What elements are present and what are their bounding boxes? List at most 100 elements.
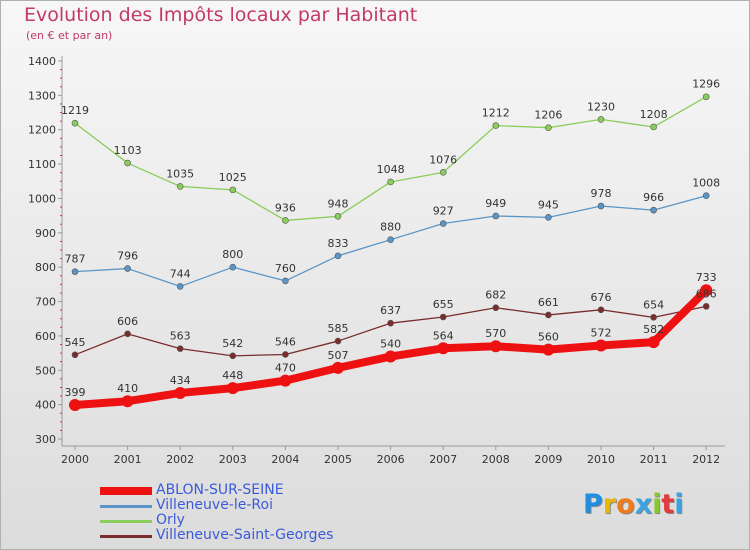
series-point-2 bbox=[334, 213, 342, 220]
y-tick-label: 600 bbox=[35, 330, 56, 343]
y-tick-label: 1200 bbox=[28, 124, 56, 137]
series-point-0 bbox=[647, 336, 660, 349]
legend-swatch-ablon bbox=[100, 487, 152, 495]
legend-label-villeneuve-saint-georges: Villeneuve-Saint-Georges bbox=[156, 527, 334, 543]
series-point-2 bbox=[387, 178, 394, 186]
legend-swatch-villeneuve-saint-georges bbox=[100, 535, 152, 538]
data-label: 545 bbox=[65, 336, 86, 349]
logo-letter: x bbox=[634, 489, 653, 520]
chart-subtitle: (en € et par an) bbox=[26, 29, 113, 42]
data-label: 654 bbox=[643, 298, 664, 311]
x-tick-label: 2001 bbox=[114, 453, 142, 466]
series-point-1 bbox=[545, 214, 552, 221]
series-point-1 bbox=[229, 263, 237, 271]
y-tick-label: 1100 bbox=[28, 158, 56, 171]
x-tick-label: 2012 bbox=[692, 453, 720, 466]
series-point-2 bbox=[702, 93, 710, 101]
data-label: 927 bbox=[433, 205, 454, 218]
x-tick-label: 2002 bbox=[166, 453, 194, 466]
data-label: 1076 bbox=[429, 153, 457, 166]
series-point-0 bbox=[542, 343, 555, 356]
data-label: 945 bbox=[538, 198, 559, 211]
series-point-2 bbox=[229, 186, 237, 194]
data-label: 546 bbox=[275, 335, 296, 348]
series-point-2 bbox=[282, 217, 289, 224]
data-label: 470 bbox=[275, 362, 296, 375]
series-point-2 bbox=[492, 122, 500, 129]
data-label: 661 bbox=[538, 296, 559, 309]
series-point-1 bbox=[282, 277, 289, 285]
y-tick-label: 1000 bbox=[28, 192, 56, 205]
data-label: 434 bbox=[170, 374, 191, 387]
data-label: 733 bbox=[696, 271, 717, 284]
series-point-3 bbox=[282, 351, 289, 358]
series-point-3 bbox=[702, 303, 710, 310]
y-tick-label: 300 bbox=[35, 433, 56, 446]
data-label: 637 bbox=[380, 304, 401, 317]
data-label: 1035 bbox=[166, 167, 194, 180]
series-point-1 bbox=[492, 212, 500, 220]
data-label: 606 bbox=[117, 315, 138, 328]
series-point-3 bbox=[229, 352, 237, 360]
series-point-1 bbox=[387, 236, 394, 243]
data-label: 1219 bbox=[61, 104, 89, 117]
series-point-1 bbox=[176, 283, 184, 290]
data-label: 760 bbox=[275, 262, 296, 275]
x-tick-label: 2011 bbox=[640, 453, 668, 466]
data-label: 540 bbox=[380, 338, 401, 351]
data-label: 833 bbox=[328, 237, 349, 250]
series-point-0 bbox=[174, 386, 187, 399]
data-label: 686 bbox=[696, 287, 717, 300]
data-label: 800 bbox=[222, 248, 243, 261]
x-tick-label: 2005 bbox=[324, 453, 352, 466]
x-tick-label: 2009 bbox=[534, 453, 562, 466]
x-tick-label: 2007 bbox=[429, 453, 457, 466]
y-tick-label: 800 bbox=[35, 261, 56, 274]
series-point-3 bbox=[650, 314, 657, 321]
data-label: 880 bbox=[380, 221, 401, 234]
legend-label-orly: Orly bbox=[156, 512, 185, 528]
data-label: 1212 bbox=[482, 107, 510, 120]
data-label: 1048 bbox=[377, 163, 405, 176]
series-point-0 bbox=[384, 350, 397, 363]
series-point-0 bbox=[437, 342, 450, 355]
data-label: 563 bbox=[170, 330, 191, 343]
data-label: 1230 bbox=[587, 100, 615, 113]
series-point-0 bbox=[121, 395, 134, 408]
series-point-1 bbox=[334, 252, 342, 260]
legend-label-ablon: ABLON-SUR-SEINE bbox=[156, 482, 284, 498]
data-label: 399 bbox=[65, 386, 86, 399]
logo-letter: i bbox=[674, 489, 684, 520]
y-tick-label: 1300 bbox=[28, 89, 56, 102]
data-label: 560 bbox=[538, 331, 559, 344]
data-label: 966 bbox=[643, 191, 664, 204]
data-label: 1008 bbox=[692, 177, 720, 190]
series-point-0 bbox=[700, 284, 713, 297]
series-point-3 bbox=[545, 311, 552, 319]
data-label: 542 bbox=[222, 337, 243, 350]
x-tick-label: 2006 bbox=[377, 453, 405, 466]
series-point-1 bbox=[124, 265, 131, 272]
series-point-2 bbox=[71, 119, 79, 127]
data-label: 448 bbox=[222, 369, 243, 382]
data-label: 682 bbox=[485, 289, 506, 302]
series-point-2 bbox=[176, 183, 184, 190]
series-point-0 bbox=[279, 374, 292, 387]
proxiti-logo: Proxiti bbox=[583, 489, 684, 520]
data-label: 676 bbox=[591, 291, 612, 304]
logo-letter: o bbox=[616, 489, 635, 520]
chart-title: Evolution des Impôts locaux par Habitant bbox=[24, 4, 418, 26]
data-label: 744 bbox=[170, 267, 191, 280]
series-point-2 bbox=[545, 124, 552, 131]
series-point-1 bbox=[71, 268, 79, 275]
x-tick-label: 2003 bbox=[219, 453, 247, 466]
logo-letter: P bbox=[583, 489, 603, 520]
y-tick-label: 700 bbox=[35, 296, 56, 309]
series-point-3 bbox=[124, 330, 131, 338]
x-tick-label: 2000 bbox=[61, 453, 89, 466]
data-label: 585 bbox=[328, 322, 349, 335]
y-tick-label: 900 bbox=[35, 227, 56, 240]
legend-swatch-villeneuve-le-roi bbox=[100, 505, 152, 508]
data-label: 948 bbox=[328, 197, 349, 210]
series-point-1 bbox=[702, 192, 710, 200]
